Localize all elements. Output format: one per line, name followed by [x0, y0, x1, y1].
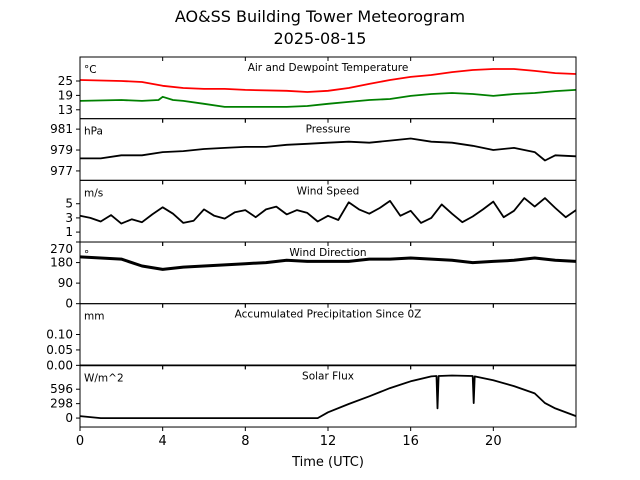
x-tick-label: 16	[402, 434, 419, 449]
y-tick-label: 270	[50, 242, 73, 256]
y-tick-label: 25	[58, 74, 73, 88]
y-tick-label: 90	[58, 276, 73, 290]
y-tick-label: 596	[50, 382, 73, 396]
y-tick-label: 13	[58, 103, 73, 117]
chart-title: AO&SS Building Tower Meteorogram	[175, 7, 465, 26]
panel-2: 135 m/s Wind Speed	[65, 179, 577, 247]
y-tick-label: 5	[65, 197, 73, 211]
unit-label: m/s	[84, 187, 103, 199]
x-tick-label: 0	[76, 434, 84, 449]
y-tick-label: 977	[50, 164, 73, 178]
panel-4: 0.000.050.10 mm Accumulated Precipitation …	[46, 303, 577, 372]
panel-title: Pressure	[306, 124, 351, 136]
unit-label: °C	[84, 64, 97, 76]
x-tick-label: 8	[241, 434, 249, 449]
chart-subtitle: 2025-08-15	[274, 29, 367, 48]
y-tick-label: 0.00	[46, 358, 73, 372]
series-line-1	[79, 89, 577, 108]
panel-title: Wind Speed	[297, 185, 360, 197]
unit-label: hPa	[84, 126, 103, 138]
x-axis-label: Time (UTC)	[291, 455, 364, 470]
y-tick-label: 1	[65, 225, 73, 239]
series-line-0	[79, 68, 577, 93]
x-tick-label: 20	[485, 434, 502, 449]
y-tick-label: 180	[50, 256, 73, 270]
y-tick-label: 19	[58, 88, 73, 102]
panel-title: Air and Dewpoint Temperature	[248, 62, 409, 74]
series-line-0	[79, 374, 577, 420]
y-tick-label: 298	[50, 397, 73, 411]
y-tick-label: 0.05	[46, 343, 73, 357]
unit-label: °	[84, 249, 89, 261]
panel-title: Accumulated Precipitation Since 0Z	[235, 309, 422, 321]
unit-label: mm	[84, 311, 104, 323]
panel-title: Solar Flux	[302, 370, 354, 382]
y-tick-label: 0	[65, 297, 73, 311]
panel-1: 977 979 981 hPa Pressure	[50, 118, 577, 185]
y-tick-label: 0	[65, 411, 73, 425]
panel-title: Wind Direction	[289, 247, 366, 259]
y-tick-label: 0.10	[46, 328, 73, 342]
y-tick-label: 979	[50, 143, 73, 157]
x-tick-label: 12	[320, 434, 337, 449]
y-tick-label: 3	[65, 211, 73, 225]
series-line-0	[80, 137, 577, 162]
unit-label: W/m^2	[84, 372, 124, 384]
y-tick-label: 981	[50, 122, 73, 136]
series-line-0	[79, 255, 577, 271]
x-tick-label: 4	[159, 434, 167, 449]
series-line-0	[79, 197, 577, 225]
